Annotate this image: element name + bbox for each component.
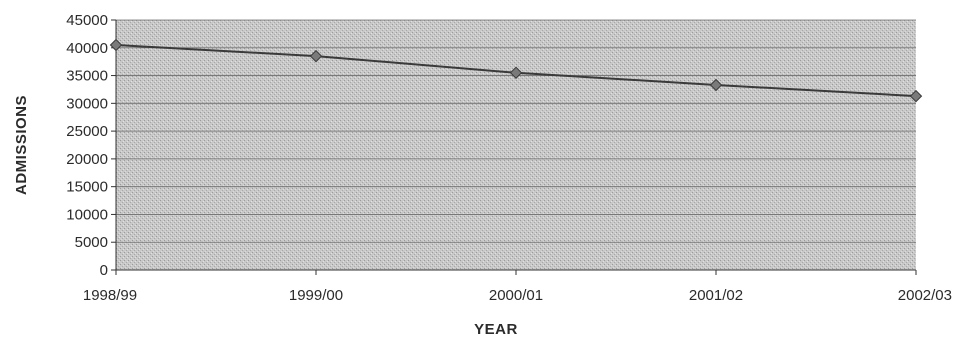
y-tick-label-0: 0: [100, 262, 108, 279]
x-tick-label-1: 1999/00: [289, 287, 343, 304]
y-axis-title: ADMISSIONS: [13, 95, 30, 195]
data-point-0-1: [309, 49, 323, 63]
y-tick-label-2: 10000: [66, 206, 108, 223]
x-axis-ticks: 1998/99 1999/00 2000/01 2001/02 2002/03: [83, 270, 952, 304]
y-tick-label-9: 45000: [66, 12, 108, 29]
data-point-0-4: [909, 89, 923, 103]
y-tick-label-8: 40000: [66, 40, 108, 57]
gridlines: [116, 19, 916, 243]
x-tick-label-0: 1998/99: [83, 287, 137, 304]
data-point-0-3: [709, 78, 723, 92]
y-tick-label-7: 35000: [66, 68, 108, 85]
x-tick-label-4: 2002/03: [898, 287, 952, 304]
series-admissions: [109, 38, 923, 103]
y-tick-label-3: 15000: [66, 179, 108, 196]
y-tick-label-4: 20000: [66, 151, 108, 168]
y-axis-ticks: 0 5000 10000 15000 20000 25000 30000 35000 40000…: [66, 12, 116, 279]
x-tick-label-3: 2001/02: [689, 287, 743, 304]
data-point-0-0: [109, 38, 123, 52]
y-tick-label-5: 25000: [66, 123, 108, 140]
y-tick-label-6: 30000: [66, 95, 108, 112]
x-axis-title: YEAR: [474, 321, 518, 338]
y-tick-label-1: 5000: [75, 234, 108, 251]
x-tick-label-2: 2000/01: [489, 287, 543, 304]
data-point-0-2: [509, 66, 523, 79]
plot-area: [116, 20, 916, 270]
